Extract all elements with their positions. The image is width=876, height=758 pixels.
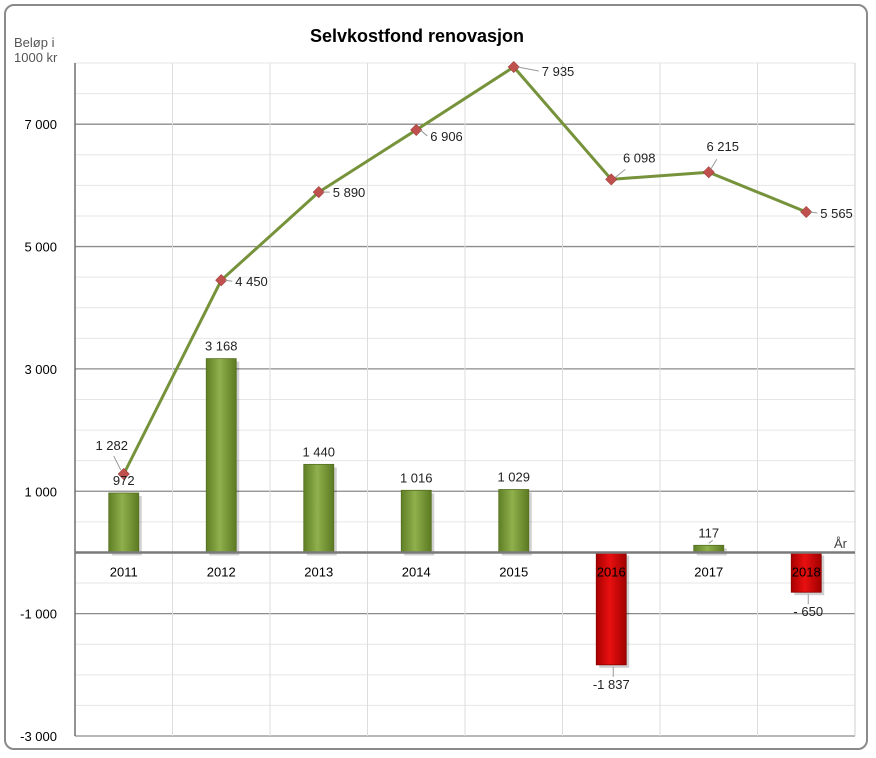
line-series <box>117 60 813 481</box>
line-marker <box>605 173 618 186</box>
category-label: 2018 <box>792 564 821 579</box>
y-tick-labels: -3 000 -1 000 1 000 3 000 5 000 7 000 <box>20 117 57 744</box>
label-leader <box>810 211 818 214</box>
bar <box>400 489 432 553</box>
y-axis-label-line2: 1000 kr <box>14 50 58 65</box>
bar <box>790 552 822 593</box>
line-marker <box>410 123 423 136</box>
vertical-gridlines <box>74 63 856 736</box>
category-label: 2013 <box>304 564 333 579</box>
line-data-label: 6 215 <box>706 139 739 154</box>
label-leader <box>708 539 714 544</box>
bar-data-label: 117 <box>698 525 719 540</box>
label-leader <box>225 279 233 282</box>
label-leader <box>113 455 122 471</box>
y-tick-label: 5 000 <box>24 240 57 255</box>
bar <box>108 492 140 553</box>
y-tick-label: -1 000 <box>20 607 57 622</box>
line-data-label: 6 098 <box>623 150 656 165</box>
line-data-label: 6 906 <box>430 129 463 144</box>
data-labels: 972 3 168 1 440 1 016 1 029 -1 837 117 - 650 1 2… <box>95 64 852 692</box>
category-label: 2014 <box>402 564 431 579</box>
y-tick-label: 3 000 <box>24 362 57 377</box>
line-marker <box>702 166 715 179</box>
line-data-label: 5 565 <box>820 206 853 221</box>
label-leader <box>614 168 626 178</box>
chart-frame <box>4 4 868 750</box>
line-data-label: 7 935 <box>542 64 575 79</box>
y-axis-label-line1: Beløp i <box>14 35 55 50</box>
bar-data-label: 1 440 <box>302 444 335 459</box>
line-data-label: 1 282 <box>95 438 128 453</box>
y-tick-label: 7 000 <box>24 117 57 132</box>
bar-data-label: 3 168 <box>205 339 238 354</box>
x-axis-label: År <box>834 536 848 551</box>
category-label: 2016 <box>597 564 626 579</box>
y-tick-label: 1 000 <box>24 484 57 499</box>
label-leader <box>710 158 718 170</box>
bar <box>303 463 335 553</box>
line-marker <box>312 186 325 199</box>
label-leader <box>517 66 539 72</box>
label-leader <box>419 129 428 137</box>
line-data-label: 4 450 <box>235 274 268 289</box>
line-marker <box>215 274 228 287</box>
category-label: 2017 <box>694 564 723 579</box>
chart-title: Selvkostfond renovasjon <box>310 26 524 46</box>
line-marker <box>117 468 130 481</box>
line-path <box>122 65 807 475</box>
category-labels: 2011 2012 2013 2014 2015 2016 2017 2018 <box>110 564 821 579</box>
category-label: 2015 <box>499 564 528 579</box>
line-data-label: 5 890 <box>333 185 366 200</box>
line-marker <box>507 60 520 73</box>
bar <box>205 358 237 553</box>
bar <box>498 489 530 553</box>
bar-data-label: - 650 <box>793 604 823 619</box>
bar-data-label: 1 029 <box>497 469 530 484</box>
bar-data-label: 972 <box>113 473 135 488</box>
bar-series <box>108 358 825 668</box>
y-tick-label: -3 000 <box>20 729 57 744</box>
bar-data-label: -1 837 <box>593 677 630 692</box>
line-marker <box>800 205 813 218</box>
category-label: 2011 <box>110 564 138 579</box>
bar-data-label: 1 016 <box>400 470 433 485</box>
category-label: 2012 <box>207 564 236 579</box>
